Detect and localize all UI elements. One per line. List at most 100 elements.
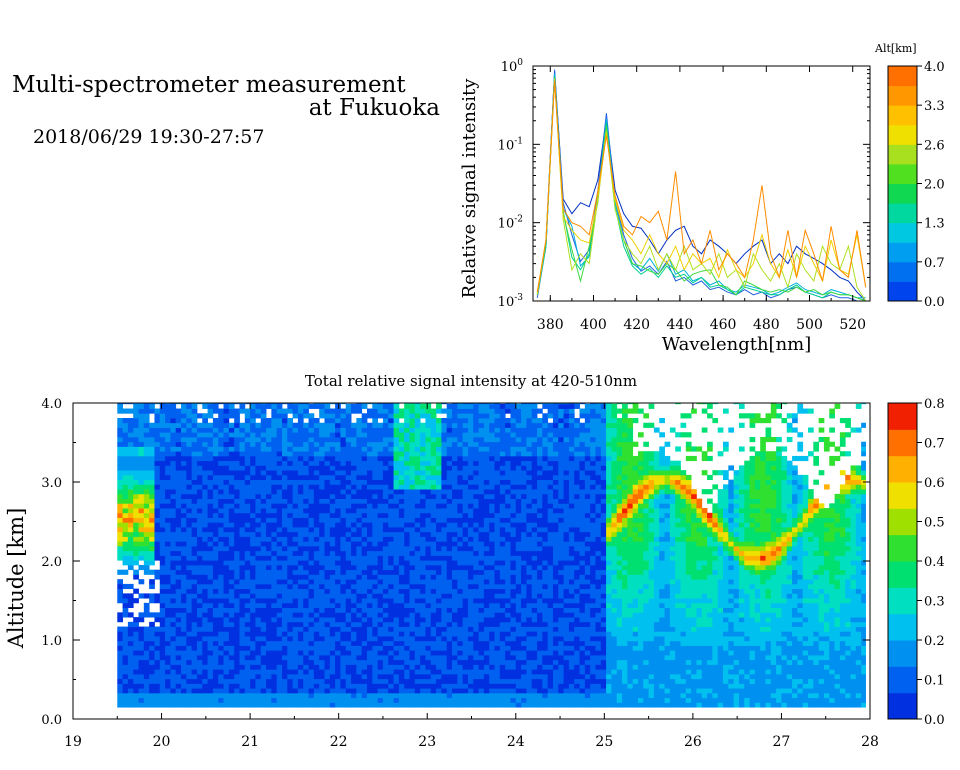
heatmap-cell [149,527,155,533]
heatmap-cell [382,655,389,661]
heatmap-cell [313,460,320,466]
heatmap-cell [388,413,394,419]
heatmap-cell [388,697,394,703]
heatmap-cell [441,545,448,552]
heatmap-cell [207,617,214,623]
heatmap-cell [212,408,219,414]
heatmap-cell [202,569,208,575]
heatmap-cell [175,678,182,684]
heatmap-cell [303,664,309,670]
heatmap-cell [276,659,283,665]
heatmap-cell [478,574,485,580]
heatmap-cell [154,636,161,642]
heatmap-cell [356,403,363,405]
heatmap-cell [382,460,389,466]
heatmap-cell [414,427,421,433]
heatmap-cell [462,683,469,689]
heatmap-cell [361,517,368,523]
heatmap-cell [340,669,347,675]
heatmap-cell [398,607,405,613]
heatmap-cell [196,550,203,556]
heatmap-cell [159,432,166,438]
heatmap-cell [367,583,373,590]
heatmap-cell [154,451,161,457]
heatmap-cell [308,531,315,537]
heatmap-cell [446,422,453,428]
heatmap-cell [340,617,347,623]
heatmap-cell [521,621,527,627]
heatmap-cell [351,560,357,566]
heatmap-cell [414,621,421,627]
heatmap-cell [505,673,511,680]
heatmap-cell [388,692,394,699]
heatmap-cell [181,669,187,675]
heatmap-cell [489,664,495,670]
heatmap-cell [319,621,325,627]
heatmap-cell [319,598,325,604]
heatmap-cell [340,550,347,556]
heatmap-cell [436,536,442,542]
heatmap-cell [345,545,352,552]
heatmap-cell [281,669,288,675]
heatmap-cell [515,503,522,509]
heatmap-cell [122,550,129,556]
heatmap-cell [271,678,278,684]
heatmap-cell [191,692,198,699]
heatmap-cell [244,493,251,499]
heatmap-cell [308,493,315,499]
heatmap-cell [345,650,352,656]
heatmap-cell [287,493,294,499]
heatmap-cell [382,408,389,414]
heatmap-cell [319,593,325,599]
heatmap-cell [202,583,208,590]
heatmap-cell [218,593,224,599]
heatmap-cell [377,678,384,684]
heatmap-cell [382,427,389,433]
heatmap-cell [430,678,437,684]
heatmap-cell [462,455,469,462]
heatmap-cell [462,688,469,694]
heatmap-cell [345,645,352,651]
heatmap-cell [441,640,448,646]
heatmap-cell [499,583,506,590]
heatmap-cell [367,650,373,656]
heatmap-cell [430,498,437,504]
heatmap-cell [494,427,501,433]
heatmap-cell [287,422,294,428]
heatmap-cell [170,659,177,665]
heatmap-cell [441,527,448,533]
heatmap-cell [505,607,511,613]
heatmap-cell [266,503,272,509]
heatmap-cell [441,598,448,604]
heatmap-cell [457,664,464,670]
heatmap-cell [260,498,267,504]
heatmap-cell [446,541,453,547]
heatmap-cell [356,536,363,542]
heatmap-cell [202,636,208,642]
heatmap-cell [377,479,384,485]
heatmap-cell [436,446,442,452]
heatmap-cell [149,522,155,528]
heatmap-cell [329,655,336,661]
heatmap-cell [255,692,262,699]
heatmap-cell [446,607,453,613]
heatmap-cell [467,702,474,708]
heatmap-cell [446,688,453,694]
heatmap-cell [181,550,187,556]
heatmap-cell [367,579,373,585]
heatmap-cell [133,451,139,457]
heatmap-cell [255,673,262,680]
heatmap-cell [388,503,394,509]
heatmap-cell [404,403,410,405]
heatmap-cell [297,655,304,661]
heatmap-cell [446,455,453,462]
heatmap-cell [244,408,251,414]
heatmap-cell [361,455,368,462]
heatmap-cell [260,702,267,708]
heatmap-cell [489,612,495,618]
heatmap-cell [149,493,155,499]
heatmap-cell [303,436,309,443]
heatmap-cell [409,418,416,424]
heatmap-cell [393,607,400,613]
heatmap-cell [260,403,267,409]
